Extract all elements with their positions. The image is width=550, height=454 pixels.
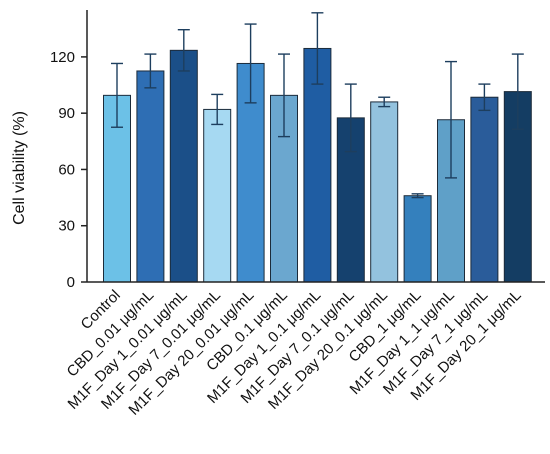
bar-1 xyxy=(136,70,165,283)
y-tick-label-2: 60 xyxy=(58,161,75,178)
bar-2 xyxy=(169,49,198,283)
bar-6 xyxy=(303,47,332,283)
bar-11 xyxy=(470,96,499,283)
bar-3 xyxy=(203,108,232,283)
y-axis: 0 30 60 90 120 xyxy=(50,10,88,291)
y-tick-label-4: 120 xyxy=(50,49,75,66)
y-tick-label-3: 90 xyxy=(58,105,75,122)
bar-9 xyxy=(403,195,432,283)
y-axis-title: Cell viability (%) xyxy=(11,111,28,225)
error-bars xyxy=(111,12,524,199)
y-tick-label-0: 0 xyxy=(67,274,75,291)
bar-8 xyxy=(370,101,399,283)
y-tick-label-1: 30 xyxy=(58,218,75,235)
